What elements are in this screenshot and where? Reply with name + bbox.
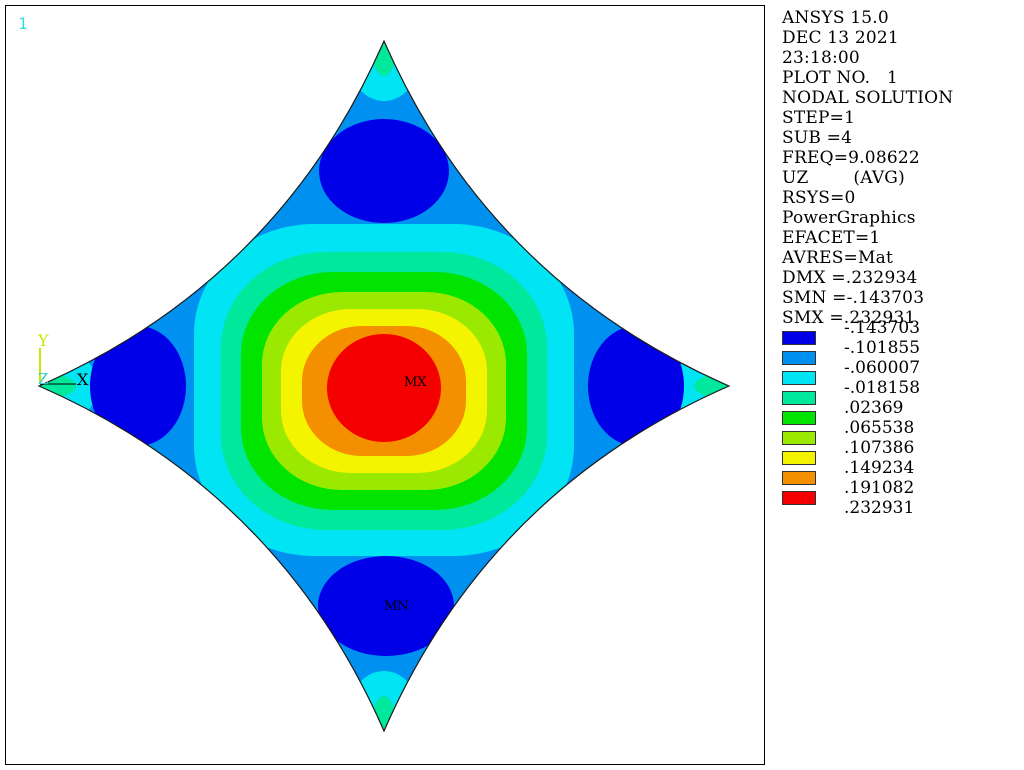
legend-swatch [782, 491, 816, 505]
info-line: DEC 13 2021 [782, 28, 899, 48]
legend-swatch [782, 471, 816, 485]
legend-value: -.018158 [844, 378, 921, 398]
info-line: UZ (AVG) [782, 168, 905, 188]
legend-value-max: .232931 [844, 498, 915, 518]
contour-scale: -.143703 -.101855 -.060007 -.018158.02369.0… [782, 318, 1018, 528]
info-line: RSYS=0 [782, 188, 856, 208]
axis-y-label: Y [37, 331, 49, 350]
info-line: SMX =.232931 [782, 308, 916, 328]
info-line: STEP=1 [782, 108, 856, 128]
legend-swatch [782, 431, 816, 445]
lobe-bottom [318, 556, 454, 656]
axis-x-label: X [77, 370, 89, 389]
info-line: EFACET=1 [782, 228, 881, 248]
lobe-top [319, 119, 449, 223]
band-level-9 [327, 334, 441, 442]
window-number: 1 [18, 14, 28, 33]
contour-plot: MX MN Y Z X [37, 39, 731, 733]
info-line: PLOT NO. 1 [782, 68, 899, 88]
legend-value: -.101855 [844, 338, 921, 358]
legend-swatch [782, 351, 816, 365]
lobe-left [90, 326, 186, 446]
legend-value: -.143703 [844, 318, 921, 338]
info-line: FREQ=9.08622 [782, 148, 920, 168]
lobe-right [588, 326, 684, 446]
info-line: SUB =4 [782, 128, 853, 148]
axis-triad: Y Z X [37, 331, 89, 389]
legend-swatch [782, 451, 816, 465]
legend-swatch [782, 411, 816, 425]
legend-swatch [782, 331, 816, 345]
legend-swatch [782, 391, 816, 405]
plot-viewport: 1 [5, 5, 765, 765]
legend-value: -.060007 [844, 358, 921, 378]
info-line: ANSYS 15.0 [782, 8, 889, 28]
max-marker: MX [404, 375, 427, 390]
info-line: DMX =.232934 [782, 268, 918, 288]
info-line: 23:18:00 [782, 48, 860, 68]
legend-value: .065538 [844, 418, 915, 438]
legend-value: .107386 [844, 438, 915, 458]
min-marker: MN [384, 599, 409, 614]
tip-left-inner [39, 372, 76, 400]
legend-value: .149234 [844, 458, 915, 478]
legend-value: .191082 [844, 478, 915, 498]
axis-z-label: Z [38, 370, 48, 388]
info-line: NODAL SOLUTION [782, 88, 954, 108]
shape-outline [37, 39, 731, 733]
legend-swatch [782, 371, 816, 385]
info-line: SMN =-.143703 [782, 288, 925, 308]
info-line: PowerGraphics [782, 208, 916, 228]
legend-value: .02369 [844, 398, 904, 418]
info-line: AVRES=Mat [782, 248, 893, 268]
